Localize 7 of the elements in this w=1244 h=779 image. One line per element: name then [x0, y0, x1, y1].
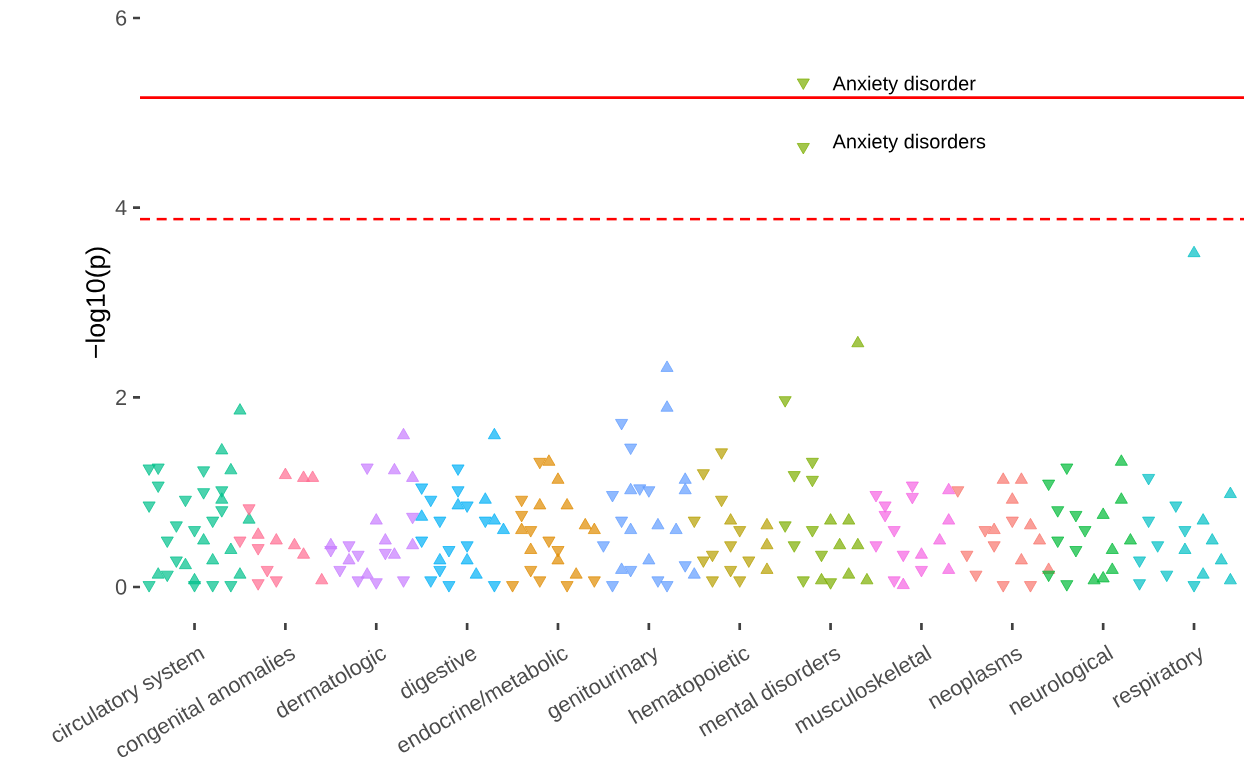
y-tick-label: 2: [116, 389, 127, 405]
annotation: Anxiety disorder: [832, 75, 976, 95]
y-tick-label: 0: [115, 579, 127, 595]
annotation: Anxiety disorders: [832, 133, 986, 153]
y-tick-label: 6: [116, 10, 127, 26]
y-tick-label: 4: [115, 200, 127, 216]
y-axis-title: −log10(p): [85, 247, 111, 358]
